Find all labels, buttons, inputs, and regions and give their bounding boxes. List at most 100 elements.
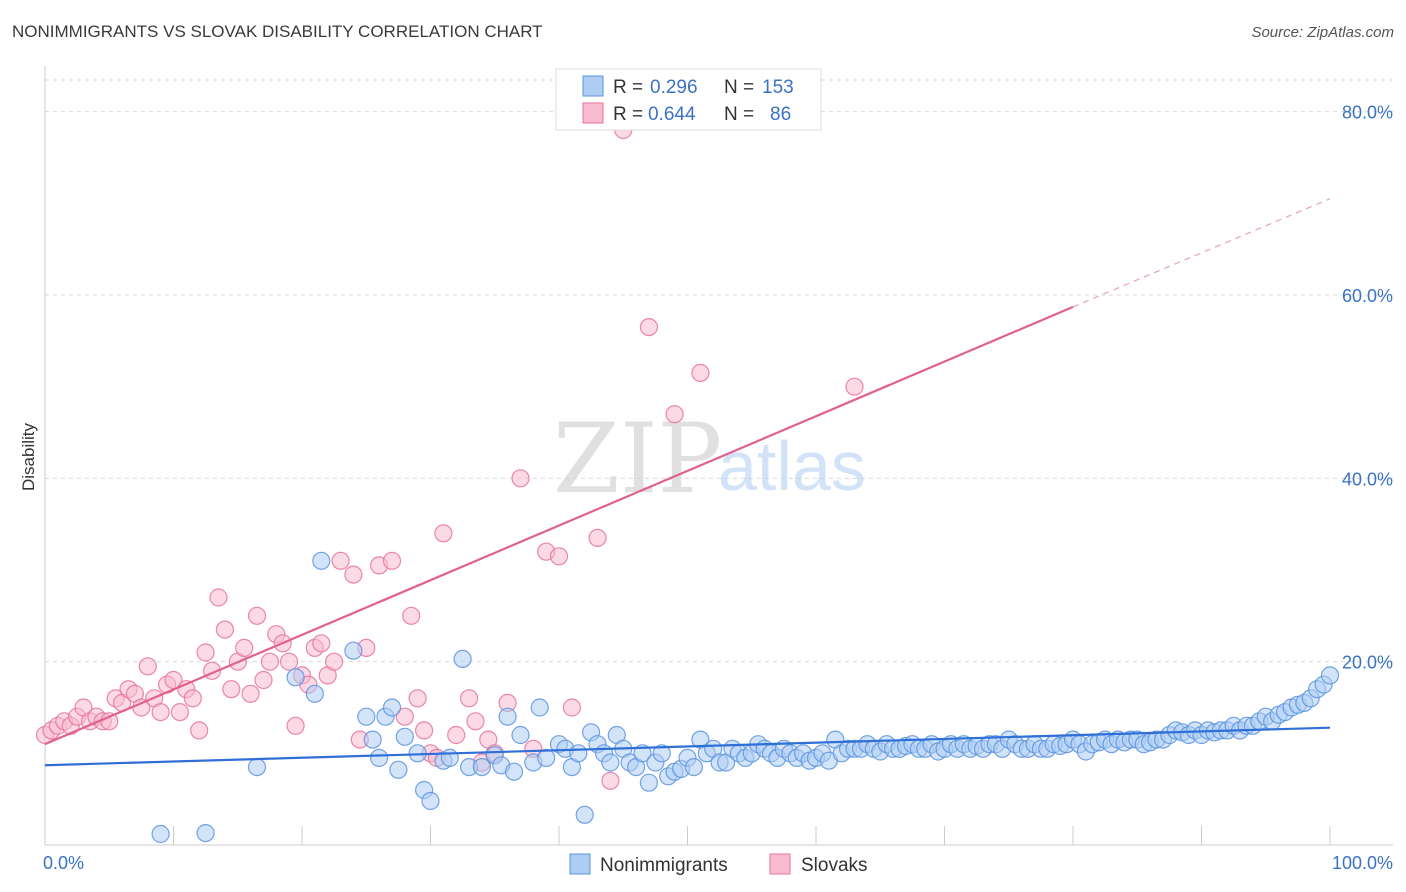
nonimmigrants-point-6	[344, 641, 363, 660]
y-axis-label: Disability	[19, 422, 38, 491]
slovaks-point-35	[260, 652, 279, 671]
y-tick-label-2: 60.0%	[1342, 286, 1393, 306]
slovaks-trend-extension	[1072, 198, 1331, 308]
slovaks-point-34	[254, 670, 273, 690]
slovaks-point-43	[312, 634, 331, 653]
slovaks-point-66	[511, 469, 530, 488]
series-legend: Nonimmigrants Slovaks	[569, 853, 868, 876]
slovaks-trend-line	[44, 305, 1074, 746]
nonimmigrants-point-13	[395, 727, 414, 746]
nonimmigrants-point-3	[286, 668, 305, 687]
slovaks-point-70	[562, 698, 582, 717]
chart-source: Source: ZipAtlas.com	[1251, 24, 1394, 41]
bottom-legend-nonimmigrants: Nonimmigrants	[600, 855, 728, 876]
slovaks-point-45	[325, 652, 344, 671]
trend-lines	[44, 198, 1331, 767]
bottom-legend-swatch-slovaks	[769, 853, 791, 875]
nonimmigrants-point-33	[569, 744, 588, 763]
nonimmigrants-point-28	[530, 698, 549, 717]
nonimmigrants-point-18	[440, 748, 459, 768]
slovaks-point-18	[151, 702, 170, 722]
nonimmigrants-point-38	[601, 753, 620, 772]
bottom-legend-slovaks: Slovaks	[801, 855, 868, 876]
slovaks-point-72	[601, 771, 620, 790]
slovaks-point-76	[691, 363, 710, 382]
slovaks-point-69	[549, 547, 569, 566]
legend-n-label-2: N =	[724, 104, 754, 125]
slovaks-point-77	[845, 377, 864, 396]
nonimmigrants-point-150	[1320, 666, 1340, 685]
y-tick-labels: 20.0% 40.0% 60.0% 80.0%	[1342, 103, 1393, 673]
slovaks-point-55	[415, 721, 434, 740]
slovaks-point-54	[408, 689, 427, 708]
legend-r-value-1: 0.296	[650, 77, 698, 98]
slovaks-point-61	[466, 712, 485, 731]
nonimmigrants-point-51	[684, 757, 704, 777]
axes	[44, 66, 1393, 846]
slovaks-point-21	[170, 702, 189, 722]
stats-legend: R = 0.296 N = 153 R = 0.644 N = 86	[555, 68, 822, 131]
y-tick-label-0: 20.0%	[1342, 653, 1393, 673]
slovaks-point-25	[196, 643, 215, 662]
legend-n-label-1: N =	[724, 77, 754, 98]
nonimmigrants-points	[151, 551, 1340, 844]
gridlines	[45, 79, 1393, 663]
nonimmigrants-point-21	[472, 757, 491, 777]
slovaks-point-46	[331, 551, 350, 570]
nonimmigrants-point-8	[363, 730, 382, 749]
nonimmigrants-point-25	[504, 762, 524, 781]
slovaks-point-51	[382, 551, 402, 570]
slovaks-points	[35, 120, 864, 790]
slovaks-point-59	[447, 725, 466, 745]
legend-r-label-1: R =	[613, 77, 643, 98]
x-tick-labels: 0.0% 100.0%	[43, 853, 1393, 873]
chart-title: NONIMMIGRANTS VS SLOVAK DISABILITY CORRE…	[12, 22, 543, 41]
slovaks-point-32	[241, 684, 260, 703]
nonimmigrants-point-11	[382, 698, 402, 717]
nonimmigrants-point-24	[498, 707, 517, 726]
legend-n-value-2: 86	[770, 104, 791, 125]
nonimmigrants-point-34	[575, 805, 594, 824]
legend-r-value-2: 0.644	[648, 104, 696, 125]
nonimmigrants-point-2	[247, 757, 267, 777]
nonimmigrants-point-12	[389, 760, 408, 779]
slovaks-point-33	[247, 606, 267, 625]
legend-swatch-slovaks	[582, 102, 604, 124]
slovaks-point-71	[588, 528, 607, 548]
slovaks-point-27	[209, 588, 228, 607]
slovaks-point-38	[280, 652, 299, 671]
nonimmigrants-point-29	[537, 748, 556, 768]
y-tick-label-1: 40.0%	[1342, 469, 1393, 489]
nonimmigrants-point-19	[453, 649, 472, 669]
watermark-zip: ZIP	[553, 403, 722, 515]
slovaks-point-53	[402, 606, 421, 625]
slovaks-point-28	[215, 620, 234, 639]
nonimmigrants-point-26	[511, 725, 530, 745]
x-tick-label-1: 100.0%	[1332, 853, 1393, 873]
nonimmigrants-point-16	[421, 791, 440, 811]
slovaks-point-24	[190, 721, 209, 740]
slovaks-point-23	[183, 689, 202, 708]
bottom-legend-swatch-nonimmigrants	[569, 853, 591, 875]
y-tick-label-3: 80.0%	[1342, 103, 1393, 123]
nonimmigrants-point-43	[633, 744, 652, 763]
nonimmigrants-point-4	[305, 684, 324, 703]
slovaks-point-31	[235, 638, 254, 658]
slovaks-point-75	[665, 405, 684, 424]
x-tick-label-0: 0.0%	[43, 853, 84, 873]
slovaks-point-29	[222, 680, 241, 699]
slovaks-point-39	[286, 716, 305, 735]
slovaks-point-47	[344, 565, 363, 584]
slovaks-point-74	[639, 318, 659, 337]
slovaks-point-16	[138, 657, 157, 676]
watermark-atlas: atlas	[718, 427, 866, 505]
watermark: ZIP atlas	[553, 403, 866, 515]
legend-swatch-nonimmigrants	[582, 75, 604, 97]
nonimmigrants-point-46	[652, 744, 671, 763]
nonimmigrants-point-1	[196, 823, 215, 843]
nonimmigrants-point-0	[151, 824, 170, 844]
legend-n-value-1: 153	[762, 77, 794, 98]
slovaks-point-58	[434, 524, 453, 543]
legend-r-label-2: R =	[613, 104, 643, 125]
